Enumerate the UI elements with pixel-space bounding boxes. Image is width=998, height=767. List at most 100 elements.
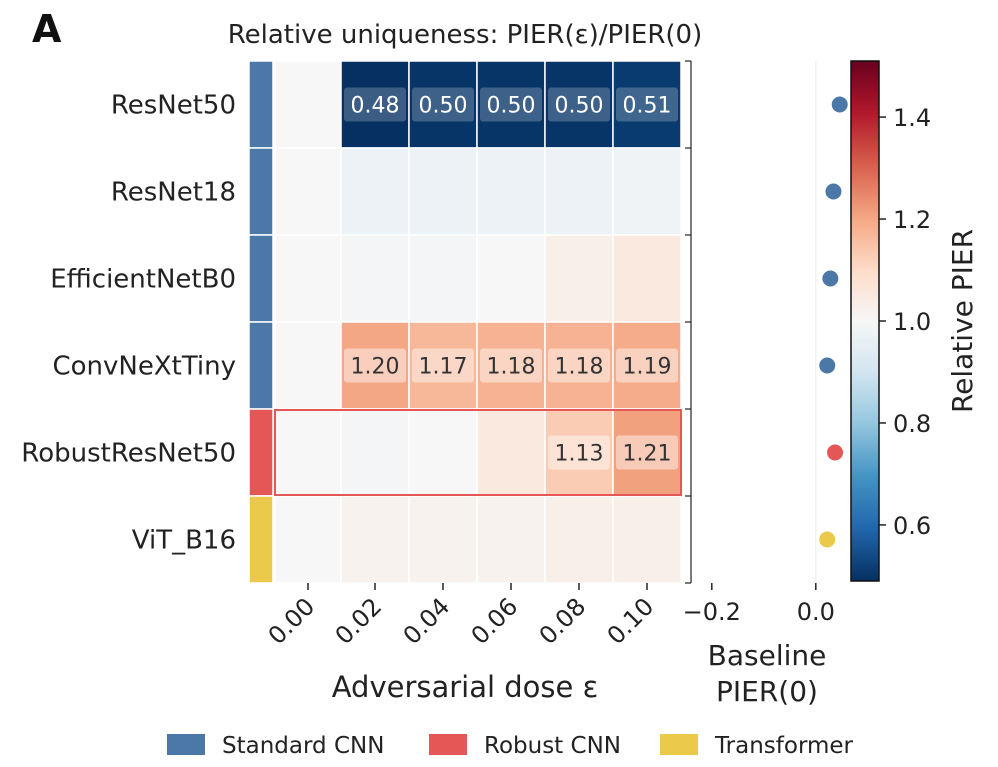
colorbar-label: Relative PIER [946, 229, 979, 413]
heatmap-cell [612, 147, 682, 236]
colorbar-tick-label: 1.2 [893, 206, 931, 234]
heatmap-cell [340, 60, 410, 149]
baseline-axis-label-line2: PIER(0) [716, 675, 818, 708]
model-group-strip [248, 60, 274, 584]
colorbar [850, 60, 880, 582]
annotation-box [480, 348, 542, 383]
legend-swatch [660, 734, 698, 755]
annotation-box [548, 348, 610, 383]
colorbar-tick-label: 0.8 [893, 410, 931, 438]
heatmap-cell [612, 234, 682, 323]
heatmap-x-axis-label: Adversarial dose ε [332, 670, 599, 704]
annotation-box [616, 348, 678, 383]
annotation-box [548, 87, 610, 122]
heatmap-cell [612, 408, 682, 497]
heatmap-cell [476, 234, 546, 323]
robust-row-highlight [274, 409, 682, 496]
heatmap-cells [274, 60, 682, 584]
baseline-point [819, 531, 836, 548]
heatmap-cell [408, 408, 478, 497]
baseline-scatter-axis: −0.2 0.0 [683, 60, 835, 626]
group-strip-segment [248, 60, 274, 149]
legend-swatch [167, 734, 205, 755]
group-strip-segment [248, 495, 274, 584]
model-label: ConvNeXtTiny [52, 352, 236, 382]
cell-value-label: 0.50 [419, 94, 468, 119]
annotation-box [616, 87, 678, 122]
heatmap-x-axis: 0.00 0.02 0.04 0.06 0.08 0.10 [263, 583, 660, 650]
annotation-box [480, 87, 542, 122]
cell-value-label: 1.17 [419, 355, 468, 380]
model-label: ViT_B16 [132, 526, 236, 556]
colorbar-ticks: 0.6 0.8 1.0 1.2 1.4 [879, 104, 931, 540]
heatmap-cell [476, 495, 546, 584]
heatmap-cell [476, 60, 546, 149]
heatmap-cell [274, 234, 342, 323]
highlight-outline [274, 409, 682, 496]
heatmap-annotations: 0.48 0.50 0.50 0.50 0.51 1.20 1.17 1.18 1.18 1.19… [344, 87, 678, 470]
cell-value-label: 0.50 [487, 94, 536, 119]
heatmap-cell [340, 408, 410, 497]
cell-value-label: 1.21 [623, 442, 672, 467]
cell-value-label: 0.48 [351, 94, 400, 119]
baseline-point [822, 270, 839, 287]
group-strip-segment [248, 408, 274, 497]
baseline-axis-label-line1: Baseline [708, 639, 827, 672]
group-strip-segment [248, 147, 274, 236]
x-tick-label: 0.04 [398, 592, 456, 650]
legend: Standard CNN Robust CNN Transformer [167, 733, 854, 759]
heatmap-cell [544, 495, 614, 584]
annotation-box [344, 87, 406, 122]
scatter-x-tick-label: 0.0 [797, 598, 835, 626]
model-labels: ResNet50 ResNet18 EfficientNetB0 ConvNeXtTi… [21, 91, 236, 556]
heatmap-cell [274, 60, 342, 149]
cell-value-label: 1.13 [555, 442, 604, 467]
cell-value-label: 1.18 [487, 355, 536, 380]
legend-label: Standard CNN [222, 733, 384, 759]
x-tick-label: 0.00 [263, 592, 321, 650]
model-label: EfficientNetB0 [50, 265, 236, 295]
heatmap-title: Relative uniqueness: PIER(ε)/PIER(0) [228, 20, 702, 50]
cell-value-label: 0.51 [623, 94, 672, 119]
heatmap-cell [476, 321, 546, 410]
x-tick-label: 0.08 [534, 592, 592, 650]
heatmap-cell [612, 321, 682, 410]
heatmap-cell [274, 408, 342, 497]
annotation-box [412, 87, 474, 122]
heatmap-cell [340, 495, 410, 584]
heatmap-cell [612, 495, 682, 584]
cell-value-label: 0.50 [555, 94, 604, 119]
annotation-box [548, 435, 610, 470]
model-label: RobustResNet50 [21, 439, 236, 469]
legend-label: Transformer [714, 733, 854, 759]
heatmap-cell [408, 495, 478, 584]
baseline-scatter-points [819, 96, 848, 548]
annotation-box [616, 435, 678, 470]
heatmap-cell [408, 147, 478, 236]
colorbar-tick-label: 0.6 [893, 512, 931, 540]
baseline-point [825, 183, 842, 200]
legend-label: Robust CNN [484, 733, 621, 759]
model-label: ResNet18 [111, 178, 236, 208]
x-tick-label: 0.06 [466, 592, 524, 650]
cell-value-label: 1.19 [623, 355, 672, 380]
heatmap-cell [340, 234, 410, 323]
group-strip-segment [248, 234, 274, 323]
heatmap-cell [408, 60, 478, 149]
scatter-x-tick-label: −0.2 [683, 598, 741, 626]
heatmap-cell [274, 321, 342, 410]
heatmap-cell [544, 147, 614, 236]
x-tick-label: 0.10 [602, 592, 660, 650]
heatmap-cell [544, 234, 614, 323]
heatmap-cell [340, 321, 410, 410]
panel-label: A [32, 7, 62, 51]
annotation-box [412, 348, 474, 383]
x-tick-label: 0.02 [330, 592, 388, 650]
heatmap-cell [408, 234, 478, 323]
cell-value-label: 1.20 [351, 355, 400, 380]
baseline-point [819, 357, 836, 374]
heatmap-cell [476, 408, 546, 497]
colorbar-tick-label: 1.4 [893, 104, 931, 132]
colorbar-tick-label: 1.0 [893, 308, 931, 336]
